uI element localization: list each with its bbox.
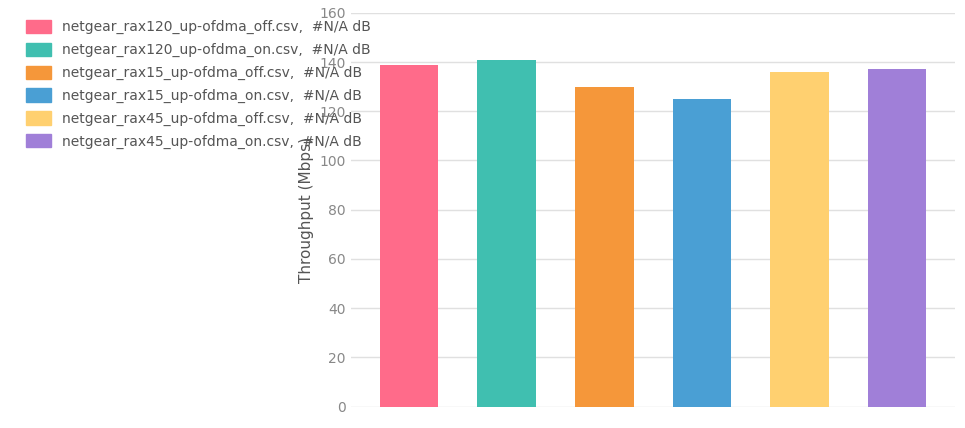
- Legend: netgear_rax120_up-ofdma_off.csv,  #N/A dB, netgear_rax120_up-ofdma_on.csv,  #N/A: netgear_rax120_up-ofdma_off.csv, #N/A dB…: [26, 20, 372, 149]
- Bar: [380, 65, 438, 407]
- Bar: [575, 86, 633, 407]
- Bar: [673, 99, 731, 407]
- Bar: [770, 72, 829, 407]
- Bar: [868, 69, 926, 407]
- Bar: [478, 59, 536, 407]
- Y-axis label: Throughput (Mbps): Throughput (Mbps): [299, 137, 314, 283]
